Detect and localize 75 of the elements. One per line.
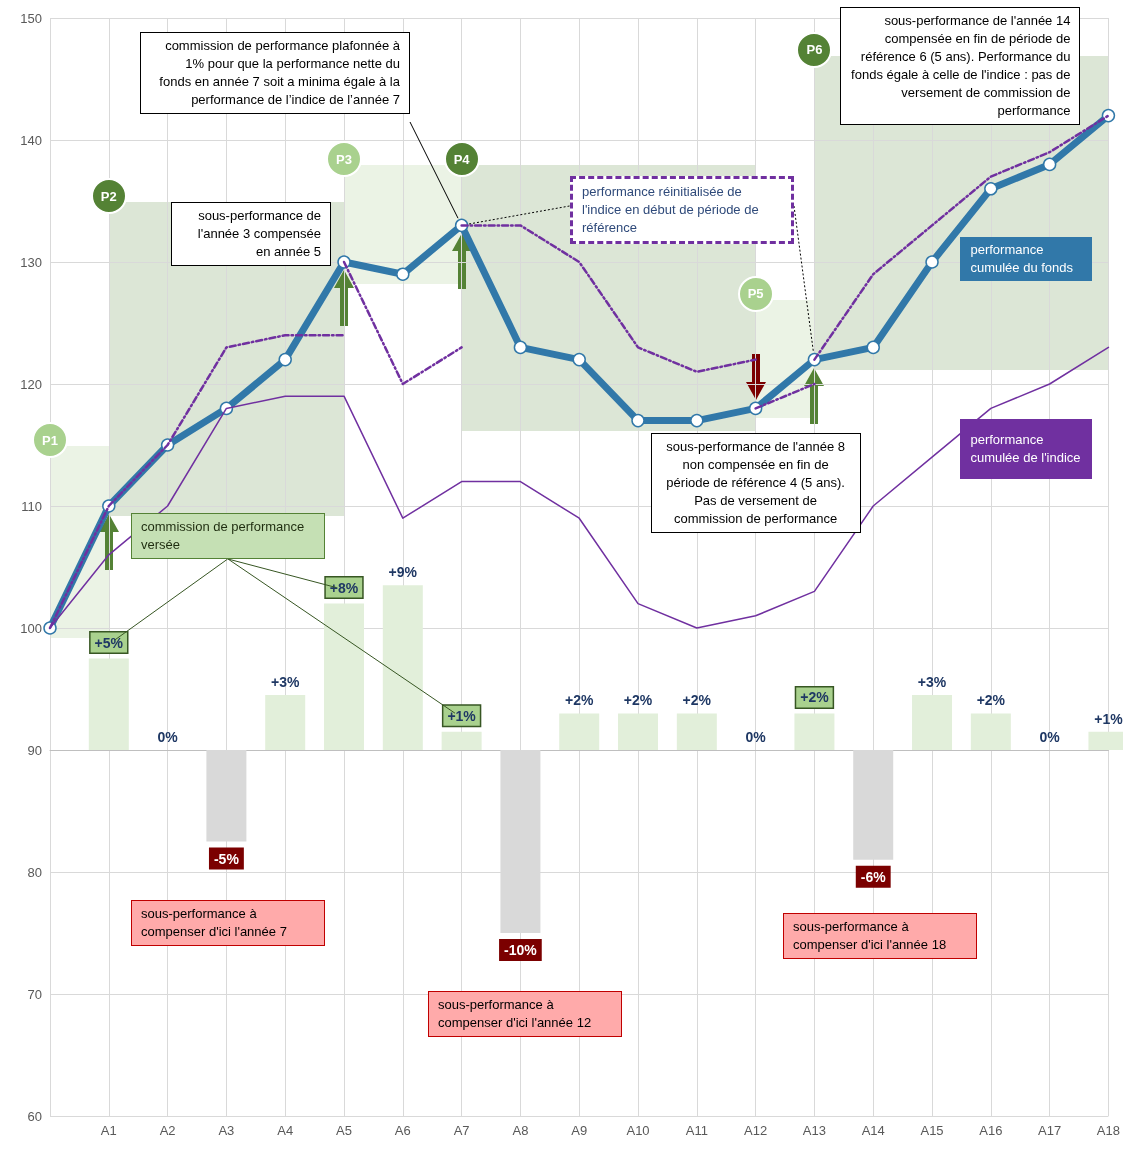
x-tick-label: A9: [571, 1123, 588, 1138]
bar: [265, 695, 306, 750]
x-tick-label: A7: [453, 1123, 470, 1138]
annotation: P1: [32, 422, 68, 458]
y-tick-label: 80: [27, 864, 42, 880]
bar: [676, 713, 717, 750]
x-tick-label: A11: [685, 1123, 708, 1138]
data-label: +2%: [800, 689, 830, 706]
point: [278, 352, 292, 367]
point: [1042, 157, 1057, 172]
y-tick-label: 90: [27, 742, 42, 758]
x-tick-label: A2: [159, 1123, 176, 1138]
data-label: 0%: [157, 729, 179, 745]
point: [866, 340, 880, 355]
bar: [324, 603, 365, 750]
data-label: +1%: [1094, 710, 1124, 727]
x-tick-label: A13: [802, 1123, 826, 1138]
data-label: -5%: [213, 850, 240, 867]
bar: [88, 658, 129, 750]
annotation: P4: [443, 141, 480, 178]
data-label: +8%: [329, 579, 359, 596]
annotation: P6: [796, 31, 833, 68]
annotation: P2: [90, 178, 127, 214]
bar: [382, 585, 423, 750]
data-label: +2%: [623, 692, 653, 709]
y-tick-label: 110: [21, 498, 42, 514]
data-label: +5%: [94, 634, 124, 651]
data-label: 0%: [1039, 729, 1061, 745]
data-label: -10%: [504, 942, 538, 958]
point: [572, 352, 586, 367]
point: [513, 340, 528, 355]
y-tick-label: 150: [20, 10, 42, 26]
data-label: +3%: [917, 674, 947, 691]
x-tick-label: A14: [861, 1123, 885, 1138]
y-tick-label: 120: [20, 376, 42, 392]
x-tick-label: A8: [512, 1123, 529, 1138]
data-label: 0%: [745, 729, 767, 745]
annotation: P3: [326, 141, 362, 178]
data-label: +2%: [565, 692, 594, 709]
y-tick-label: 60: [27, 1108, 42, 1124]
x-tick-label: A10: [626, 1123, 650, 1138]
bar: [912, 695, 953, 750]
point: [631, 413, 645, 428]
data-label: +2%: [976, 692, 1006, 709]
x-tick-label: A18: [1096, 1123, 1120, 1138]
y-tick-label: 130: [20, 254, 42, 270]
x-tick-label: A4: [277, 1123, 294, 1138]
data-label: -6%: [860, 868, 887, 885]
x-tick-label: A1: [100, 1123, 117, 1138]
point: [984, 182, 998, 196]
point: [925, 255, 939, 269]
data-label: +3%: [271, 674, 300, 691]
y-tick-label: 70: [27, 986, 42, 1002]
point: [396, 267, 410, 281]
data-label: +2%: [682, 692, 712, 709]
x-tick-label: A6: [394, 1123, 411, 1138]
bar: [970, 713, 1011, 750]
x-tick-label: A16: [979, 1123, 1003, 1138]
x-tick-label: A17: [1038, 1123, 1062, 1138]
x-tick-label: A3: [218, 1123, 235, 1138]
x-tick-label: A12: [744, 1123, 768, 1138]
x-tick-label: A15: [920, 1123, 944, 1138]
annotation: P5: [737, 275, 774, 312]
bar: [794, 713, 835, 750]
data-label: +1%: [447, 707, 477, 724]
point: [690, 413, 704, 428]
series-label: performance cumulée du fonds: [960, 236, 1093, 281]
series-label: performance cumulée de l'indice: [960, 419, 1093, 480]
y-tick-label: 100: [20, 620, 42, 636]
bar: [559, 713, 600, 750]
y-tick-label: 140: [20, 132, 42, 148]
x-tick-label: A5: [336, 1123, 352, 1138]
bar: [618, 713, 659, 750]
data-label: +9%: [388, 564, 418, 581]
bar: [441, 731, 482, 750]
